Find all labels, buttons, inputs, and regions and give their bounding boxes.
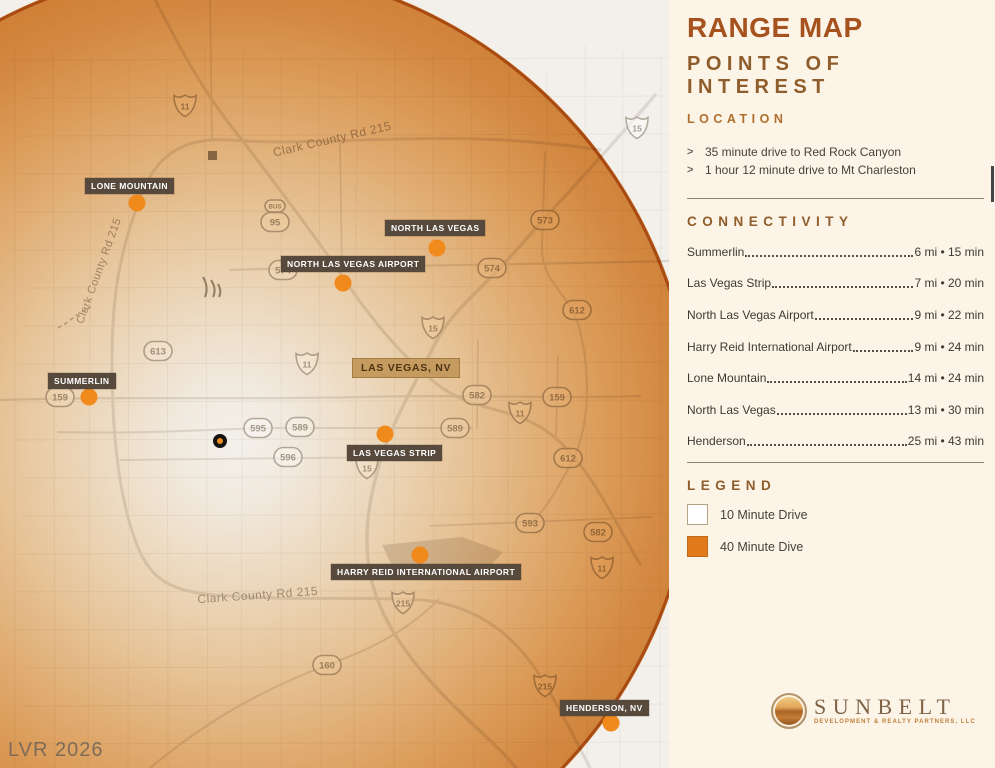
connectivity-value: 6 mi • 15 min (914, 244, 984, 259)
connectivity-destination: Summerlin (687, 244, 745, 259)
poi-marker-lone-mountain (128, 194, 146, 212)
map-label: HENDERSON, NV (560, 700, 649, 716)
connectivity-value: 9 mi • 24 min (914, 339, 984, 354)
poi-marker-nlv-airport (334, 274, 352, 292)
svg-text:15: 15 (632, 124, 642, 134)
connectivity-row: North Las Vegas Airport 9 mi • 22 min (687, 299, 984, 331)
map-area: 1115BUS955735745746121561311582159159115… (0, 0, 669, 768)
legend-item: 40 Minute Dive (687, 536, 984, 558)
legend-item: 10 Minute Drive (687, 504, 984, 526)
connectivity-row: North Las Vegas 13 mi • 30 min (687, 394, 984, 426)
dotted-leader (745, 254, 914, 257)
poi-marker-north-las-vegas (428, 239, 446, 257)
watermark: LVR 2026 (8, 739, 104, 761)
connectivity-value: 14 mi • 24 min (907, 371, 984, 386)
chevron-icon: > (687, 146, 694, 158)
legend-swatch (687, 536, 708, 558)
location-bullet: >1 hour 12 minute drive to Mt Charleston (687, 161, 984, 179)
poi-marker-henderson (602, 714, 620, 732)
poi-marker-harry-reid (411, 546, 429, 564)
sidebar: RANGE MAP POINTS OF INTEREST LOCATION >3… (669, 0, 995, 768)
location-bullet-text: 1 hour 12 minute drive to Mt Charleston (705, 163, 916, 177)
map-label: HARRY REID INTERNATIONAL AIRPORT (331, 564, 522, 580)
sunbelt-logo: SUNBELT DEVELOPMENT & REALTY PARTNERS, L… (771, 693, 976, 729)
map-label: LAS VEGAS, NV (352, 358, 461, 378)
divider (687, 462, 984, 464)
map-label: NORTH LAS VEGAS (385, 220, 486, 236)
connectivity-destination: North Las Vegas Airport (687, 307, 814, 322)
connectivity-destination: Lone Mountain (687, 371, 767, 386)
dotted-leader (852, 349, 914, 352)
connectivity-value: 7 mi • 20 min (914, 276, 984, 291)
connectivity-row: Las Vegas Strip 7 mi • 20 min (687, 268, 984, 300)
logo-tagline: DEVELOPMENT & REALTY PARTNERS, LLC (814, 719, 976, 725)
legend-label: 40 Minute Dive (720, 539, 804, 554)
poi-layer: LONE MOUNTAIN NORTH LAS VEGAS NORTH LAS VE… (48, 178, 649, 732)
legend-label: 10 Minute Drive (720, 507, 808, 522)
sunbelt-sun-icon (771, 693, 807, 729)
location-bullet-list: >35 minute drive to Red Rock Canyon >1 ho… (687, 143, 984, 179)
map-label: NORTH LAS VEGAS AIRPORT (281, 256, 426, 272)
dotted-leader (776, 412, 907, 415)
map-label: SUMMERLIN (48, 373, 116, 389)
page-title: RANGE MAP (687, 12, 863, 43)
dotted-leader (767, 381, 907, 384)
connectivity-row: Lone Mountain 14 mi • 24 min (687, 362, 984, 394)
connectivity-value: 9 mi • 22 min (914, 307, 984, 322)
connectivity-row: Henderson 25 mi • 43 min (687, 426, 984, 458)
legend-swatch (687, 504, 708, 526)
connectivity-destination: Las Vegas Strip (687, 276, 772, 291)
dotted-leader (746, 444, 907, 447)
section-connectivity-heading: CONNECTIVITY (687, 214, 854, 229)
connectivity-destination: Harry Reid International Airport (687, 339, 852, 354)
legend-list: 10 Minute Drive 40 Minute Dive (687, 504, 984, 558)
connectivity-value: 25 mi • 43 min (907, 434, 984, 449)
subject-property-marker (213, 434, 227, 448)
poi-marker-las-vegas-strip (376, 425, 394, 443)
divider (687, 198, 984, 199)
dotted-leader (814, 317, 914, 320)
connectivity-list: Summerlin 6 mi • 15 min Las Vegas Strip 7 m… (687, 236, 984, 457)
map-label: LAS VEGAS STRIP (347, 445, 443, 461)
connectivity-row: Summerlin 6 mi • 15 min (687, 236, 984, 268)
location-bullet-text: 35 minute drive to Red Rock Canyon (705, 145, 902, 159)
map-label: LONE MOUNTAIN (85, 178, 174, 194)
dotted-leader (772, 286, 914, 289)
chevron-icon: > (687, 164, 694, 176)
location-bullet: >35 minute drive to Red Rock Canyon (687, 143, 984, 161)
page-subtitle: POINTS OF INTEREST (687, 53, 845, 98)
interstate-shield-icon: 15 (625, 115, 649, 140)
edge-artifact (991, 166, 994, 202)
connectivity-value: 13 mi • 30 min (907, 402, 984, 417)
connectivity-destination: Henderson (687, 434, 746, 449)
connectivity-destination: North Las Vegas (687, 402, 776, 417)
section-legend-heading: LEGEND (687, 478, 777, 494)
poi-marker-summerlin (80, 388, 98, 406)
connectivity-row: Harry Reid International Airport 9 mi • 2… (687, 331, 984, 363)
logo-name: SUNBELT (814, 694, 957, 719)
section-location-heading: LOCATION (687, 112, 788, 126)
